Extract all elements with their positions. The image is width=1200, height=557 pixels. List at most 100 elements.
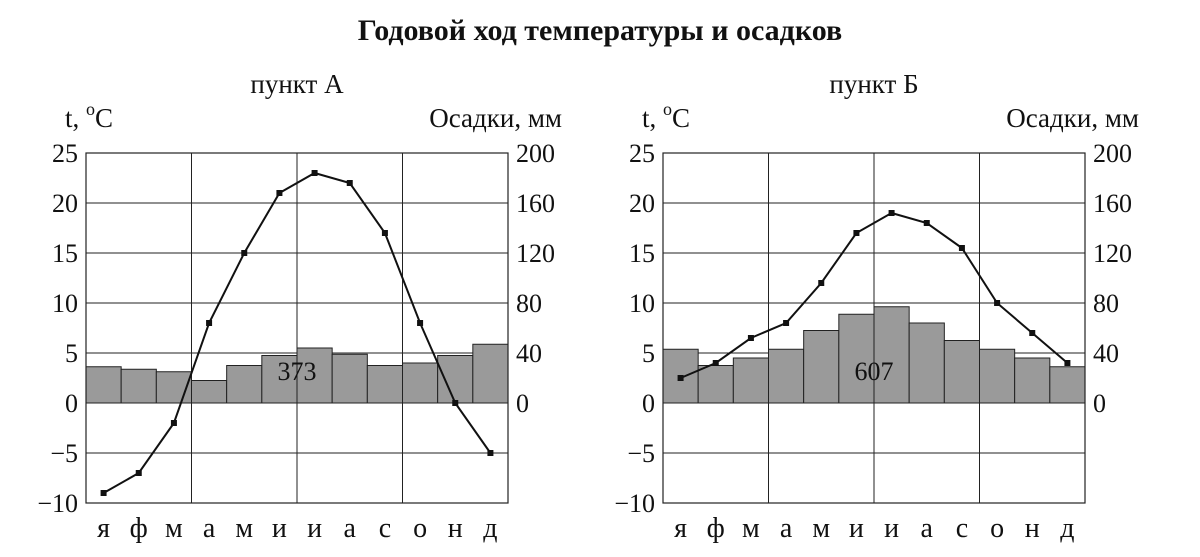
y-right-tick-label: 80 [1093, 289, 1119, 318]
y-right-tick-label: 160 [1093, 189, 1132, 218]
month-label: м [742, 513, 760, 544]
month-label: ф [130, 513, 148, 544]
y-left-tick-label: 25 [629, 139, 655, 168]
month-label: и [272, 513, 287, 544]
precip-bar [943, 340, 980, 404]
y-left-axis-label: t, oC [642, 99, 690, 133]
temperature-point [783, 320, 790, 326]
temperature-point [276, 190, 283, 196]
precip-bar [120, 368, 157, 404]
y-left-tick-label: −5 [50, 439, 78, 468]
temperature-point [994, 300, 1001, 306]
temperature-point [1029, 330, 1036, 336]
y-left-tick-label: 15 [52, 239, 78, 268]
panel-subtitle: пункт А [250, 69, 344, 99]
y-left-tick-label: 10 [52, 289, 78, 318]
precip-bar [296, 347, 333, 404]
precip-bar [366, 365, 404, 404]
y-left-tick-label: 0 [65, 389, 78, 418]
temperature-point [241, 250, 248, 256]
temperature-line [103, 171, 492, 494]
y-left-axis-label: t, oC [65, 99, 113, 133]
precip-bar [873, 306, 910, 404]
temperature-point [346, 180, 353, 186]
month-label: ф [707, 513, 725, 544]
precip-bar [768, 348, 805, 404]
month-label: а [344, 513, 357, 544]
temperature-point [818, 280, 825, 286]
temperature-point [712, 360, 719, 366]
temperature-point [487, 450, 494, 456]
month-label: н [1025, 513, 1040, 544]
temperature-point [381, 230, 388, 236]
precip-bar [908, 322, 945, 404]
precip-bar [1014, 357, 1051, 404]
y-left-tick-label: −5 [627, 439, 655, 468]
y-right-tick-label: 40 [1093, 339, 1119, 368]
temperature-line [680, 211, 1069, 379]
month-label: с [379, 513, 391, 544]
precip-bar [1049, 366, 1086, 404]
month-label: я [97, 513, 110, 544]
y-right-tick-label: 120 [1093, 239, 1132, 268]
annual-precip-total: 607 [855, 357, 894, 386]
temperature-point [452, 400, 459, 406]
panel-subtitle: пункт Б [829, 69, 918, 99]
month-label: м [812, 513, 830, 544]
temperature-point [100, 490, 107, 496]
precip-bar [402, 362, 439, 404]
month-label: м [235, 513, 253, 544]
month-label: м [165, 513, 183, 544]
precip-bar [437, 355, 474, 404]
y-left-tick-label: 20 [52, 189, 78, 218]
month-label: о [413, 513, 427, 544]
chart-title: Годовой ход температуры и осадков [357, 14, 843, 47]
precip-bar [331, 353, 368, 404]
month-label: я [674, 513, 687, 544]
month-label: д [483, 513, 497, 544]
month-label: с [956, 513, 968, 544]
precip-bar [85, 366, 122, 404]
y-right-tick-label: 0 [516, 389, 529, 418]
temperature-point [135, 470, 142, 476]
y-right-tick-label: 40 [516, 339, 542, 368]
plot-frame [85, 152, 509, 504]
plot-frame [662, 152, 1086, 504]
temperature-point [311, 170, 318, 176]
precip-bar [732, 357, 769, 404]
y-right-tick-label: 120 [516, 239, 555, 268]
y-left-tick-label: 5 [642, 339, 655, 368]
precip-bar [979, 348, 1016, 404]
y-right-tick-label: 0 [1093, 389, 1106, 418]
month-label: а [780, 513, 793, 544]
precip-bar [472, 343, 509, 404]
y-right-axis-label: Осадки, мм [1006, 103, 1139, 133]
temperature-point [417, 320, 424, 326]
y-right-tick-label: 200 [516, 139, 555, 168]
precip-bar [226, 365, 263, 404]
precip-bar [697, 365, 734, 404]
y-left-tick-label: −10 [37, 489, 78, 518]
temperature-point [888, 210, 895, 216]
y-left-tick-label: 0 [642, 389, 655, 418]
y-right-tick-label: 80 [516, 289, 542, 318]
y-left-tick-label: −10 [614, 489, 655, 518]
temperature-point [170, 420, 177, 426]
y-left-tick-label: 25 [52, 139, 78, 168]
y-left-tick-label: 15 [629, 239, 655, 268]
annual-precip-total: 373 [278, 357, 317, 386]
y-right-tick-label: 200 [1093, 139, 1132, 168]
month-label: н [448, 513, 463, 544]
temperature-point [853, 230, 860, 236]
month-label: а [921, 513, 934, 544]
precip-bar [838, 313, 875, 404]
y-left-tick-label: 20 [629, 189, 655, 218]
month-label: и [849, 513, 864, 544]
month-label: и [307, 513, 322, 544]
precip-bar [191, 380, 228, 404]
y-left-tick-label: 5 [65, 339, 78, 368]
month-label: о [990, 513, 1004, 544]
month-label: и [884, 513, 899, 544]
